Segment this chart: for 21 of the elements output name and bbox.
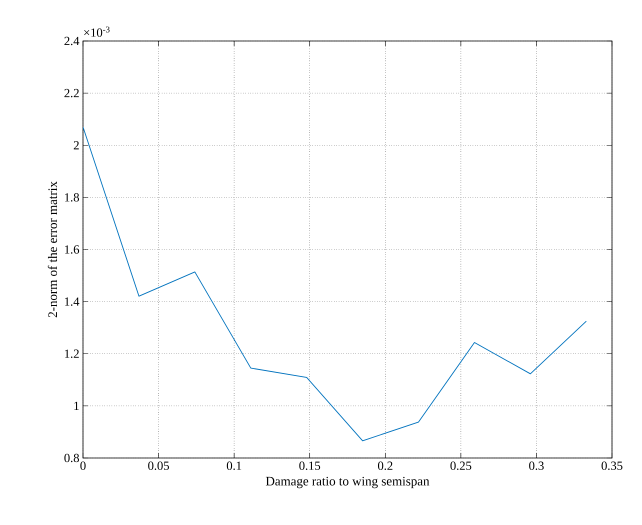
y-tick-label: 0.8 [64, 454, 80, 462]
y-axis-title: 2-norm of the error matrix [48, 181, 58, 318]
y-tick-label: 1.4 [65, 297, 80, 306]
x-tick-label: 0.3 [529, 462, 544, 470]
y-tick-label: 1.8 [65, 193, 80, 202]
x-tick-label: 0.1 [226, 462, 242, 470]
x-tick-label: 0.15 [299, 462, 320, 470]
y-tick-label: 2.2 [64, 88, 79, 98]
y-tick-label: 1.6 [65, 245, 80, 254]
x-tick-label: 0.25 [450, 462, 472, 470]
y-tick-label: 1 [74, 402, 79, 410]
y-tick-label: 2 [74, 141, 79, 150]
x-tick-label: 0.05 [148, 462, 169, 470]
x-axis-title: Damage ratio to wing semispan [266, 476, 430, 488]
x-tick-label: 0.35 [602, 462, 622, 470]
x-tick-label: 0.2 [378, 462, 392, 470]
y-tick-label: 2.4 [64, 36, 80, 46]
text: ×10$^{-3}$ [84, 26, 110, 37]
y-tick-label: 1.2 [65, 350, 79, 358]
line-series [83, 126, 587, 442]
x-tick-label: 0 [80, 462, 86, 470]
